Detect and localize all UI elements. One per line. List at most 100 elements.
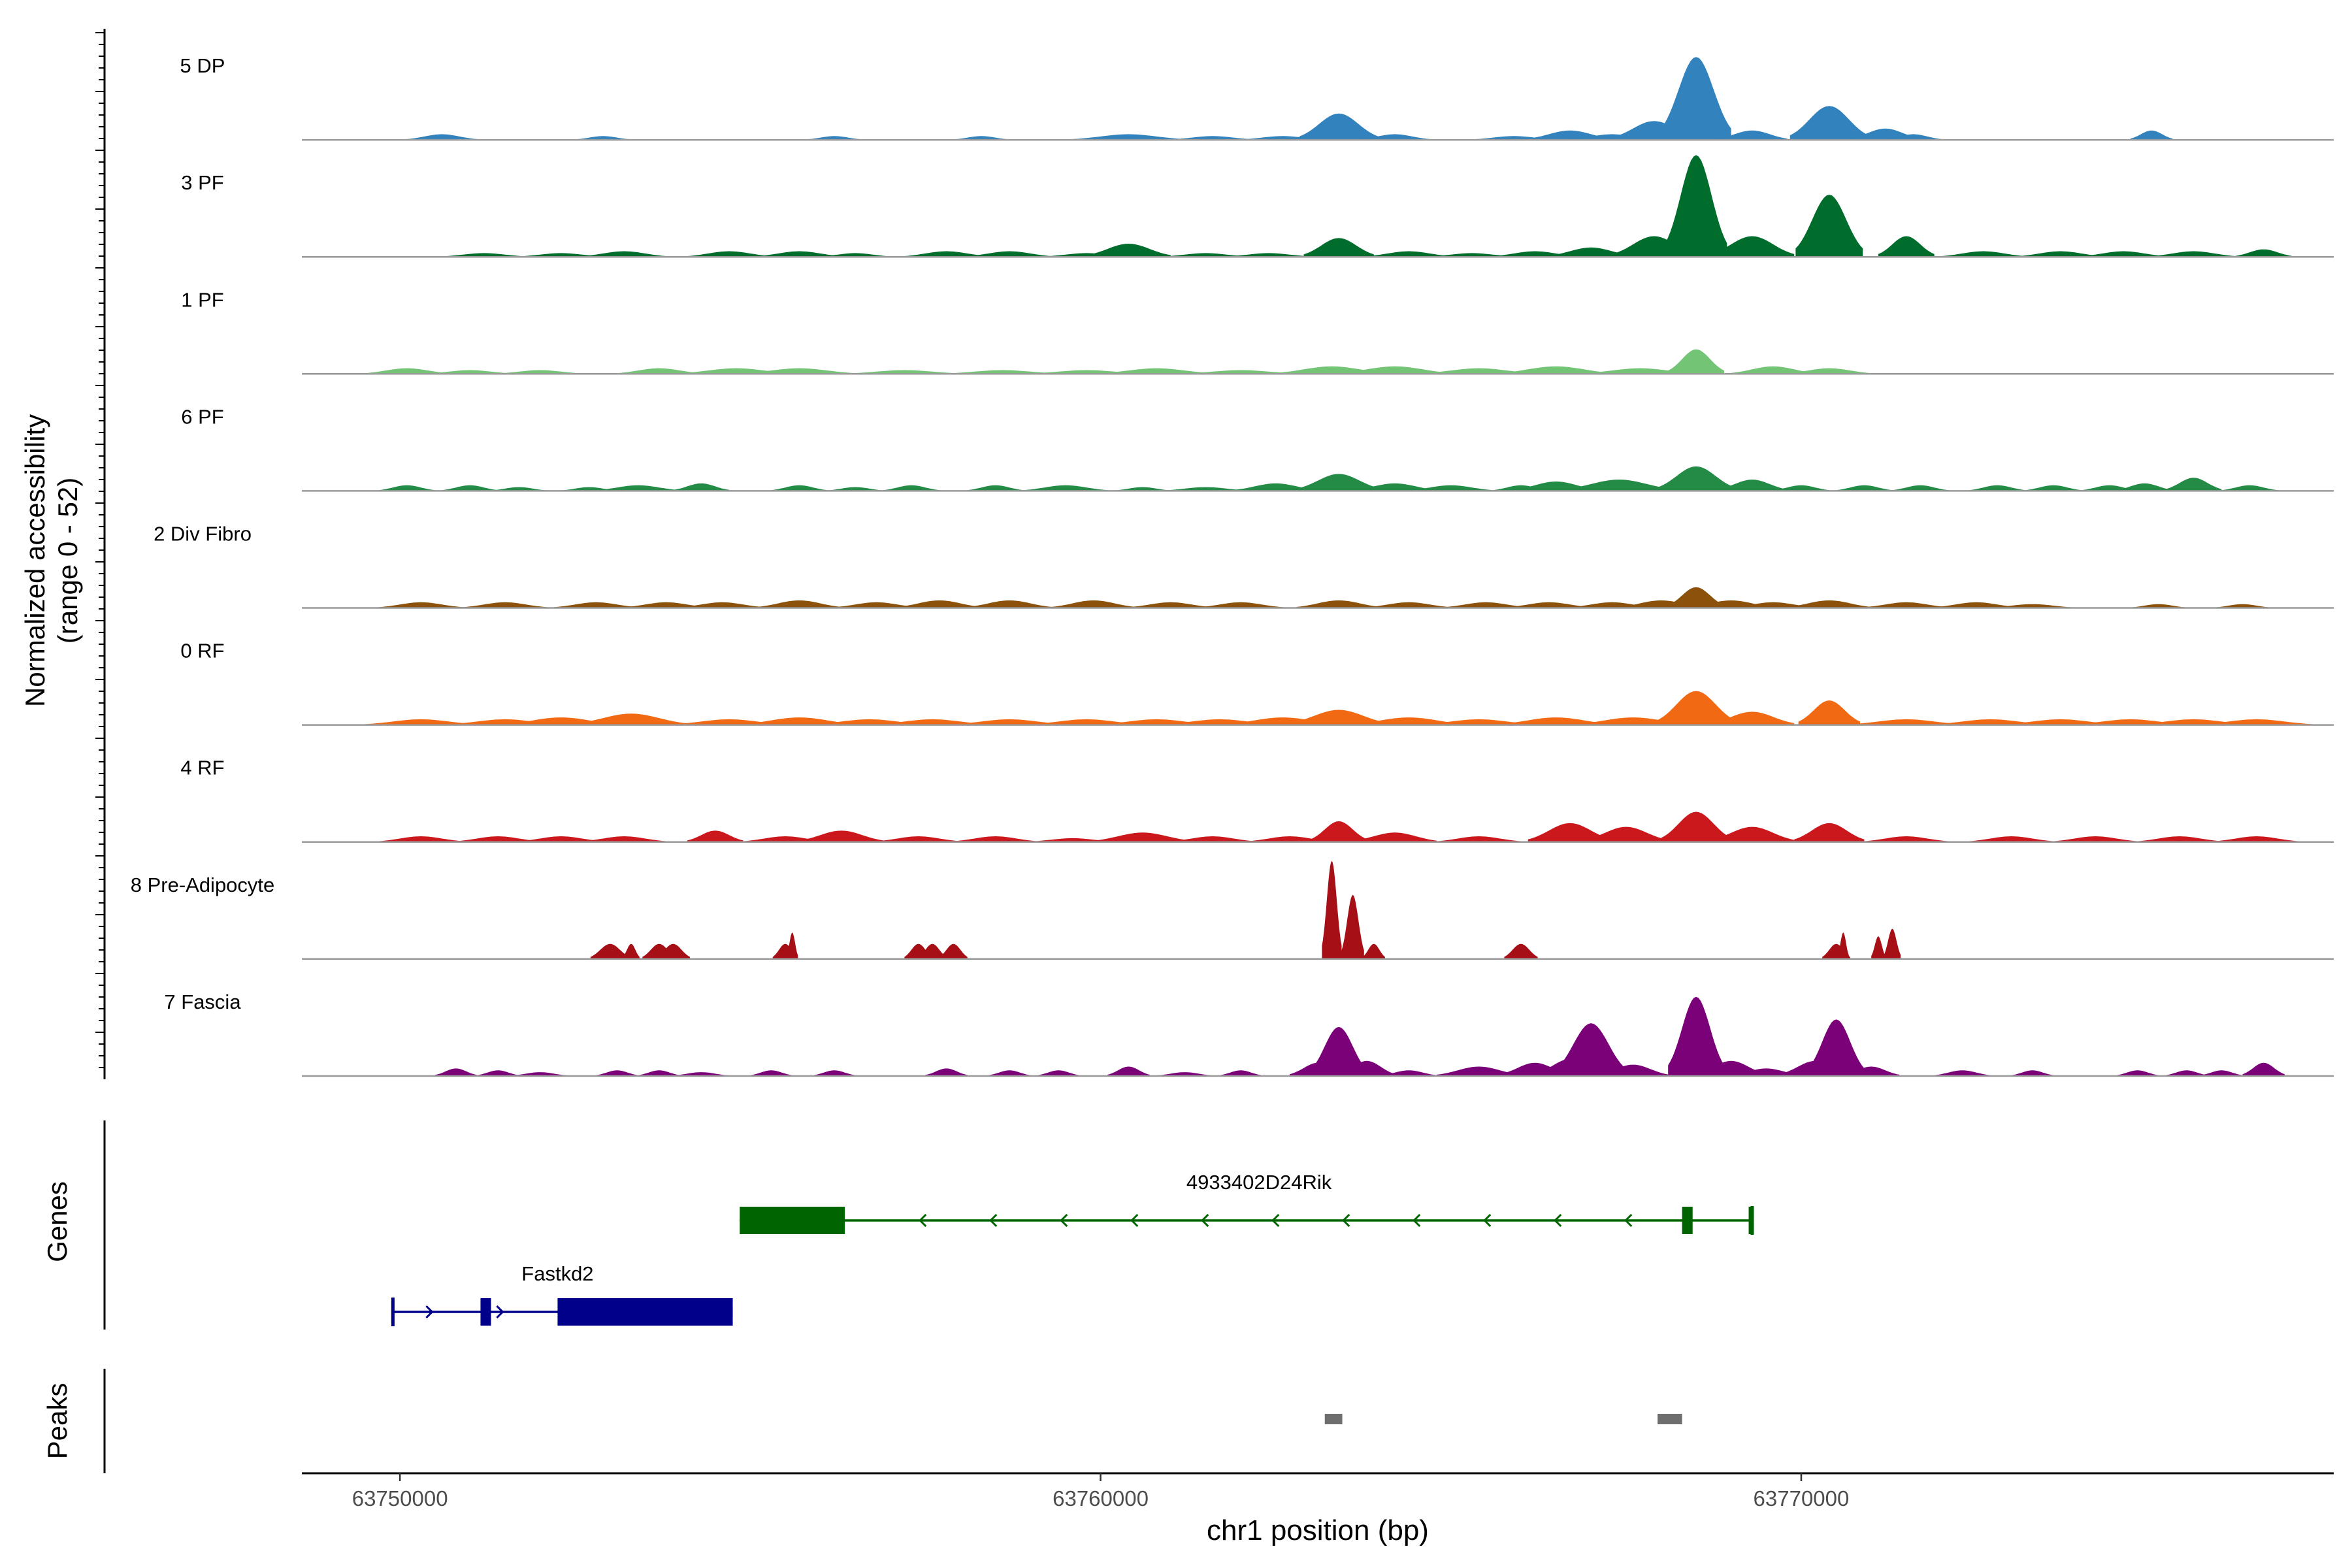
- track-1-peak-2: [575, 136, 631, 140]
- track-5-peak-5: [680, 602, 764, 608]
- track-label: 4 RF: [180, 757, 224, 779]
- gene-strand-arrow: [496, 1305, 504, 1319]
- peaks-panel: [1324, 1414, 1682, 1424]
- track-7-peak-2: [455, 836, 540, 842]
- genes-panel-label: Genes: [42, 1181, 73, 1262]
- track-9-peak-35: [2242, 1062, 2285, 1076]
- track-6-peak-14: [1290, 710, 1388, 725]
- track-4-peak-30: [2165, 478, 2222, 491]
- gene-4933402D24Rik: 4933402D24Rik: [740, 1171, 1754, 1235]
- track-9-peak-10: [988, 1070, 1031, 1076]
- track-7-peak-3: [519, 836, 604, 842]
- track-7-peak-23: [1969, 836, 2053, 842]
- track-5-peak-2: [463, 602, 547, 608]
- track-6-peak-9: [953, 719, 1066, 725]
- track-2-peak-14: [1367, 251, 1451, 257]
- peaks-panel-label: Peaks: [42, 1383, 73, 1460]
- track-7-peak-17: [1527, 823, 1612, 842]
- track-2-peak-23: [1941, 251, 2026, 257]
- track-7-peak-20: [1710, 826, 1795, 842]
- track-2-peak-4: [687, 251, 772, 257]
- track-9-peak-2: [477, 1070, 519, 1076]
- track-5-peak-7: [834, 602, 919, 608]
- gene-Fastkd2: Fastkd2: [391, 1262, 733, 1326]
- track-1-peak-3: [806, 136, 862, 140]
- track-3-peak-15: [1499, 366, 1612, 374]
- gene-exon: [740, 1207, 845, 1234]
- track-7-peak-24: [2053, 836, 2138, 842]
- track-4-peak-8: [827, 487, 884, 491]
- track-2-peak-8: [967, 251, 1052, 257]
- track-3-peak-17: [1668, 349, 1724, 374]
- track-4-peak-21: [1657, 466, 1736, 491]
- track-5-peak-27: [2214, 604, 2271, 608]
- track-7-peak-13: [1247, 836, 1332, 842]
- track-4-peak-3: [491, 487, 547, 491]
- track-label: 6 PF: [181, 405, 223, 428]
- track-1-peak-1: [406, 134, 478, 140]
- track-2-peak-25: [2081, 251, 2166, 257]
- track-5-peak-23: [1864, 602, 1949, 608]
- track-9-peak-11: [1037, 1070, 1080, 1076]
- track-2-peak-19: [1665, 155, 1727, 257]
- track-8-peak-4: [656, 943, 691, 959]
- track-3-peak-18: [1731, 366, 1816, 374]
- peak-region: [1658, 1414, 1682, 1424]
- track-3-peak-19: [1787, 368, 1872, 374]
- track-2-peak-24: [2018, 251, 2103, 257]
- track-2-peak-10: [1086, 244, 1171, 257]
- track-7-peak-15: [1352, 832, 1437, 842]
- track-5-peak-10: [1051, 600, 1136, 608]
- track-5-peak-12: [1198, 602, 1283, 608]
- track-label: 8 Pre-Adipocyte: [131, 874, 275, 896]
- track-3: 1 PF: [181, 288, 2334, 375]
- track-7-peak-21: [1794, 823, 1865, 842]
- track-4-peak-22: [1717, 480, 1788, 491]
- track-5: 2 Div Fibro: [154, 523, 2334, 609]
- track-4-peak-23: [1773, 485, 1829, 491]
- track-1-peak-19: [2131, 130, 2173, 140]
- track-5-peak-25: [1990, 604, 2075, 608]
- track-4-peak-17: [1409, 485, 1494, 491]
- gene-exon: [480, 1298, 491, 1326]
- track-label: 1 PF: [181, 288, 223, 311]
- track-3-peak-4: [617, 368, 702, 374]
- track-4-peak-16: [1352, 483, 1437, 491]
- track-label: 0 RF: [180, 640, 224, 662]
- track-9-peak-28: [1808, 1019, 1865, 1076]
- track-7-peak-22: [1864, 836, 1949, 842]
- y-axis-label-line2: (range 0 - 52): [52, 478, 83, 644]
- track-4-peak-29: [2116, 483, 2173, 491]
- track-9-peak-9: [925, 1068, 968, 1076]
- track-4-peak-27: [2025, 485, 2082, 491]
- track-5-peak-8: [897, 600, 982, 608]
- track-5-peak-9: [967, 600, 1052, 608]
- track-9-peak-7: [750, 1070, 792, 1076]
- track-4-peak-7: [771, 485, 828, 491]
- track-2-peak-20: [1710, 236, 1795, 257]
- track-7-peak-5: [687, 830, 743, 842]
- track-9-peak-16: [1311, 1026, 1367, 1076]
- track-7-peak-26: [2214, 836, 2299, 842]
- track-8-peak-9: [939, 943, 968, 959]
- track-5-peak-11: [1128, 602, 1213, 608]
- track-5-peak-1: [379, 602, 463, 608]
- gene-strand-arrow: [1271, 1213, 1280, 1228]
- track-4-peak-20: [1563, 480, 1675, 491]
- track-5-peak-14: [1367, 602, 1451, 608]
- track-label: 5 DP: [180, 54, 225, 77]
- track-7-peak-18: [1584, 826, 1669, 842]
- track-8-peak-8: [918, 943, 947, 959]
- track-6-peak-20: [1710, 711, 1795, 725]
- track-6-peak-1: [365, 719, 478, 725]
- track-2-peak-11: [1164, 253, 1248, 257]
- track-7: 4 RF: [180, 757, 2334, 843]
- track-4-peak-13: [1164, 487, 1248, 491]
- track-3-peak-6: [743, 368, 856, 374]
- track-4-peak-24: [1836, 485, 1893, 491]
- track-7-peak-7: [799, 830, 884, 842]
- track-8-peak-6: [787, 932, 798, 959]
- track-9-peak-18: [1380, 1070, 1437, 1076]
- track-6-peak-22: [1850, 719, 1963, 725]
- track-9-peak-22: [1556, 1023, 1626, 1076]
